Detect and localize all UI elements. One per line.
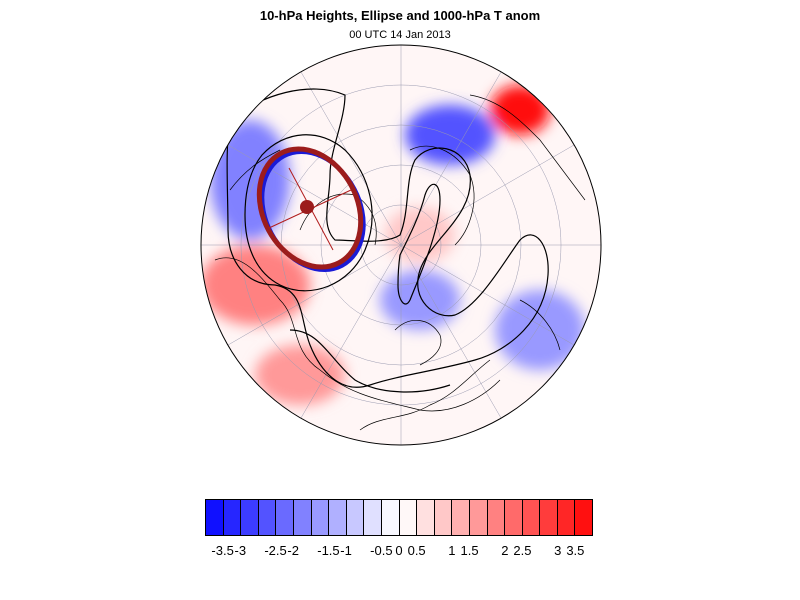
colorbar-tick-label: -1 xyxy=(340,543,352,558)
figure-subtitle: 00 UTC 14 Jan 2013 xyxy=(349,29,451,41)
colorbar-tick-label: -2.5 xyxy=(264,543,287,558)
colorbar-swatch xyxy=(487,500,506,535)
globe-border xyxy=(200,44,602,446)
colorbar-swatch xyxy=(452,500,470,535)
anomaly-patch-east-asia-warm xyxy=(255,345,345,405)
colorbar-tick-label: 2.5 xyxy=(513,543,532,558)
colorbar xyxy=(205,499,593,536)
colorbar-tick-label: 0 xyxy=(395,543,403,558)
colorbar-swatch xyxy=(434,500,453,535)
colorbar-swatch xyxy=(276,500,294,535)
colorbar-tick-label: 1.5 xyxy=(460,543,479,558)
ellipse-outline xyxy=(256,146,364,270)
globe-content xyxy=(201,45,601,445)
colorbar-tick-label: -3.5 xyxy=(211,543,234,558)
colorbar-swatch xyxy=(258,500,277,535)
colorbar-tick-label: 3.5 xyxy=(566,543,585,558)
colorbar-tick-label: 0.5 xyxy=(407,543,426,558)
colorbar-swatch xyxy=(346,500,365,535)
anomaly-patch-north-pacific-warm xyxy=(490,85,550,135)
colorbar-swatch xyxy=(540,500,558,535)
colorbar-swatch xyxy=(505,500,523,535)
colorbar-swatch xyxy=(241,500,259,535)
colorbar-swatch xyxy=(206,500,224,535)
graticule xyxy=(201,45,601,445)
colorbar-swatch xyxy=(381,500,400,535)
colorbar-tick-label: 2 xyxy=(501,543,509,558)
anomaly-patch-north-america-cold xyxy=(495,290,585,370)
colorbar-swatch xyxy=(557,500,576,535)
colorbar-labels: -3.5 -3 -2.5 -2 -1.5 -1 -0.5 0 0.5 1 1.5 2 2.5 3 3.5 xyxy=(0,543,800,561)
colorbar-swatch xyxy=(417,500,435,535)
colorbar-tick-label: 3 xyxy=(554,543,562,558)
vortex-ellipse xyxy=(256,146,366,273)
height-contours xyxy=(226,88,549,393)
figure-title: 10-hPa Heights, Ellipse and 1000-hPa T a… xyxy=(259,8,541,23)
colorbar-swatch xyxy=(575,500,593,535)
colorbar-swatch xyxy=(469,500,488,535)
colorbar-swatch xyxy=(293,500,312,535)
colorbar-tick-label: -1.5 xyxy=(317,543,340,558)
colorbar-swatch xyxy=(399,500,418,535)
colorbar-tick-label: 1 xyxy=(448,543,456,558)
colorbar-swatch xyxy=(329,500,347,535)
colorbar-swatch xyxy=(522,500,541,535)
ellipse-centroid xyxy=(300,200,314,214)
colorbar-swatch xyxy=(311,500,330,535)
colorbar-tick-label: -3 xyxy=(234,543,247,558)
colorbar-swatch xyxy=(364,500,382,535)
colorbar-tick-label: -2 xyxy=(287,543,299,558)
anomaly-patch-central-asia-cold xyxy=(380,270,460,330)
colorbar-swatch xyxy=(223,500,242,535)
colorbar-tick-label: -0.5 xyxy=(370,543,393,558)
